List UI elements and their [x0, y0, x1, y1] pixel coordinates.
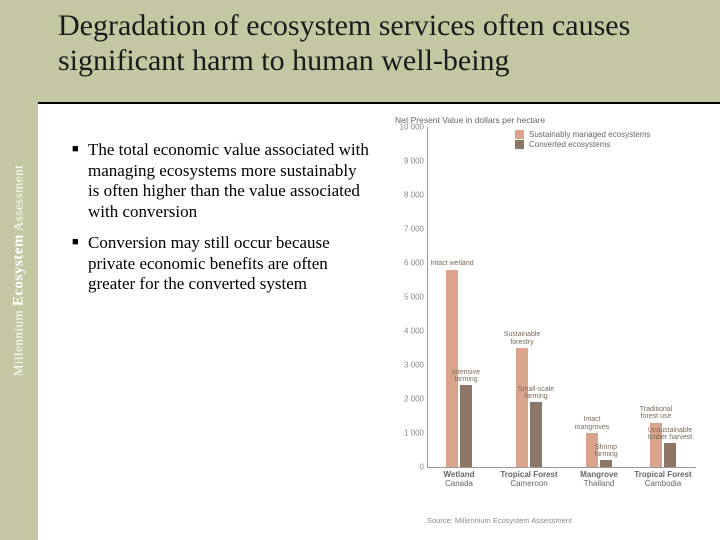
page-title: Degradation of ecosystem services often …	[58, 8, 698, 79]
bullet-item: ■ The total economic value associated wi…	[72, 140, 372, 223]
chart-ytick: 3 000	[404, 361, 428, 370]
bullet-list: ■ The total economic value associated wi…	[72, 140, 372, 305]
chart-bar-label: Traditionalforest use	[640, 406, 672, 421]
chart-x-category: Tropical ForestCameroon	[499, 467, 559, 489]
bullet-marker-icon: ■	[72, 233, 88, 295]
chart-bar: Sustainableforestry	[516, 348, 528, 467]
slide: Millennium Ecosystem Assessment Degradat…	[0, 0, 720, 540]
chart-plot-area: 01 0002 0003 0004 0005 0006 0007 0008 00…	[427, 127, 696, 468]
chart-bar-label: Unsustainabletimber harvest	[648, 427, 692, 442]
chart-ytick: 7 000	[404, 225, 428, 234]
chart-source: Source: Millennium Ecosystem Assessment	[427, 516, 572, 525]
chart-x-category: Tropical ForestCambodia	[633, 467, 693, 489]
chart-bar-label: Shrimpfarming	[594, 444, 617, 459]
divider	[38, 102, 720, 104]
chart-ytick: 4 000	[404, 327, 428, 336]
sidebar-text-b: Ecosystem	[11, 234, 27, 306]
bullet-text: Conversion may still occur because priva…	[88, 233, 372, 295]
bullet-text: The total economic value associated with…	[88, 140, 372, 223]
sidebar-text-c: Assessment	[11, 164, 26, 233]
chart-ytick: 0	[420, 463, 428, 472]
chart-bar: Intensivefarming	[460, 385, 472, 467]
npv-bar-chart: Net Present Value in dollars per hectare…	[395, 115, 705, 525]
chart-bar: Shrimpfarming	[600, 460, 612, 467]
chart-ytick: 10 000	[400, 123, 428, 132]
chart-ytick: 9 000	[404, 157, 428, 166]
chart-x-category: WetlandCanada	[429, 467, 489, 489]
chart-bar-label: Sustainableforestry	[504, 331, 541, 346]
chart-bar-label: Small-scalefarming	[518, 386, 554, 401]
chart-bar-label: Intactmangroves	[575, 416, 610, 431]
sidebar-logo: Millennium Ecosystem Assessment	[0, 0, 38, 540]
chart-ytick: 5 000	[404, 293, 428, 302]
bullet-marker-icon: ■	[72, 140, 88, 223]
chart-x-category: MangroveThailand	[569, 467, 629, 489]
sidebar-text-a: Millennium	[11, 306, 26, 376]
chart-ytick: 6 000	[404, 259, 428, 268]
chart-ytick: 8 000	[404, 191, 428, 200]
bullet-item: ■ Conversion may still occur because pri…	[72, 233, 372, 295]
chart-ytick: 2 000	[404, 395, 428, 404]
chart-bar-label: Intact wetland	[430, 260, 473, 267]
chart-bar: Unsustainabletimber harvest	[664, 443, 676, 467]
chart-bar-label: Intensivefarming	[452, 369, 480, 384]
chart-ytick: 1 000	[404, 429, 428, 438]
chart-bar: Small-scalefarming	[530, 402, 542, 467]
